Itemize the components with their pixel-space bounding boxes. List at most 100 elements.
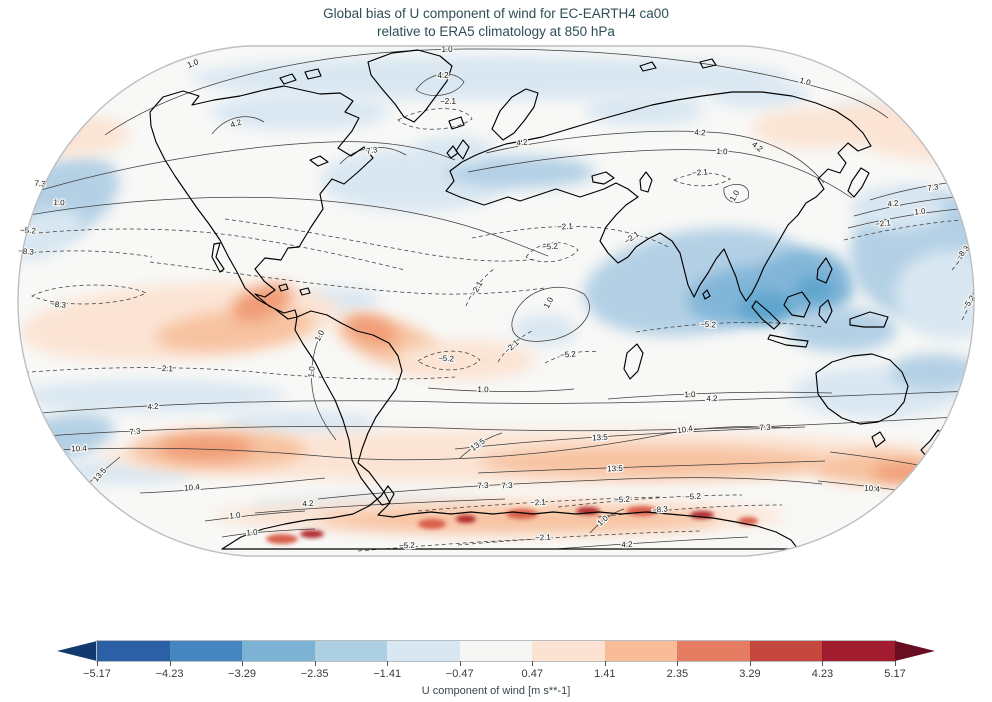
bias-shading-patch xyxy=(456,515,476,523)
contour-line-1 xyxy=(589,508,625,534)
contour-line-7.3 xyxy=(317,477,823,500)
bias-shading-patch xyxy=(787,308,897,352)
contour-label: 1.0 xyxy=(477,385,489,394)
coastline xyxy=(591,171,615,185)
contour-line-4.2 xyxy=(211,116,265,135)
coastline xyxy=(783,291,811,318)
bias-shading-patch xyxy=(18,380,285,412)
contour-label: 7.3 xyxy=(366,145,379,156)
contour-label: 1.0 xyxy=(307,365,317,378)
colorbar-tick-label: 4.23 xyxy=(811,668,834,680)
contour-label: −5.2 xyxy=(685,492,702,502)
bias-shading-patch xyxy=(738,292,794,324)
coastline xyxy=(446,145,459,159)
colorbar-tick-label: 5.17 xyxy=(884,668,906,680)
colorbar-tick-label: −2.35 xyxy=(300,668,329,680)
contour-line-4.2 xyxy=(18,390,974,416)
contour-line-1 xyxy=(607,391,833,400)
contour-line--8.3 xyxy=(18,250,153,258)
contour-line--5.2 xyxy=(18,228,406,271)
contour-label: −8.3 xyxy=(50,299,67,309)
coastline xyxy=(767,334,809,348)
contour-label: 4.2 xyxy=(694,128,706,138)
bias-shading-patch xyxy=(710,82,810,108)
bias-shading-patch xyxy=(220,411,380,437)
colorbar-tick xyxy=(822,661,824,666)
contour-label: 7.3 xyxy=(927,182,940,193)
bias-shading-patch xyxy=(418,519,446,529)
contour-label: −5.2 xyxy=(700,320,717,330)
contour-label: 1.0 xyxy=(53,198,65,208)
bias-shading-patch xyxy=(346,315,398,345)
colorbar-segment-7 xyxy=(604,641,678,661)
contour-label: −5.2 xyxy=(614,495,631,505)
contour-line--2.1 xyxy=(673,172,731,187)
contour-line-1 xyxy=(204,510,306,522)
colorbar-segment-2 xyxy=(242,641,315,661)
colorbar-segment-9 xyxy=(749,641,823,661)
contour-label: −2.1 xyxy=(557,222,574,232)
coastline xyxy=(445,91,872,302)
coastline xyxy=(871,431,886,448)
contour-line-7.3 xyxy=(18,141,456,198)
contour-label: 4.2 xyxy=(437,71,449,80)
coastline xyxy=(278,283,289,292)
bias-shading-patch xyxy=(752,108,872,148)
colorbar-tick xyxy=(749,661,751,666)
contour-label: 4.2 xyxy=(147,402,159,412)
contour-label: 13.5 xyxy=(607,464,623,474)
contour-line-4.2 xyxy=(415,73,465,96)
coastline xyxy=(702,289,711,300)
contour-label: 4.2 xyxy=(302,499,314,509)
coastline xyxy=(847,167,870,198)
contour-line-4.2 xyxy=(485,130,825,184)
colorbar-segment-1 xyxy=(169,641,243,661)
contour-line-4.2 xyxy=(554,536,749,550)
contour-line-7.3 xyxy=(339,147,407,165)
contour-label: 7.3 xyxy=(477,481,489,491)
contour-line-1 xyxy=(511,286,590,342)
contour-label: 1.0 xyxy=(716,147,728,156)
colorbar-tick-label: 0.47 xyxy=(521,668,543,680)
contour-label: 1.0 xyxy=(246,528,258,538)
coastline xyxy=(751,300,781,330)
bias-shading-patch xyxy=(795,277,835,303)
contour-label: 10.4 xyxy=(71,444,87,454)
bias-shading-patch xyxy=(506,509,538,519)
contour-line-10.4 xyxy=(139,477,326,494)
bias-shading-patch xyxy=(445,156,595,188)
colorbar-tick xyxy=(604,661,606,666)
colorbar-segments xyxy=(96,640,896,662)
contour-label: 13.5 xyxy=(592,433,609,443)
colorbar-tick-label: −1.41 xyxy=(373,668,402,680)
contour-line-1 xyxy=(18,196,549,257)
coastline xyxy=(279,73,297,85)
contour-line--8.3 xyxy=(31,284,147,305)
bias-shading-patch xyxy=(210,94,390,130)
coastline xyxy=(815,353,909,425)
bias-shading-patch xyxy=(480,446,830,478)
contour-label: 10.4 xyxy=(676,424,693,436)
contour-label: 7.3 xyxy=(129,427,141,437)
contour-label: 10.4 xyxy=(184,482,201,492)
colorbar: −5.17 −4.23 −3.29 −2.35 −1.41 −0.47 0.47 1.41 2.… xyxy=(57,640,935,699)
colorbar-over-arrow xyxy=(895,641,935,661)
coastline xyxy=(623,343,644,380)
colorbar-segment-3 xyxy=(314,641,388,661)
colorbar-tick xyxy=(895,661,896,666)
colorbar-segment-8 xyxy=(677,641,750,661)
contour-label: 1.0 xyxy=(441,45,453,54)
contour-labels-layer: 1.0 1.0 1.0 4.2 −2.1 4.2 7.3 7.3 1.0 −5.2 −8.3 −8.3… xyxy=(17,44,979,552)
bias-shading-patch xyxy=(850,186,946,230)
contour-line-10.4 xyxy=(18,426,791,461)
contour-label: −5.2 xyxy=(438,354,455,364)
contour-line--5.2 xyxy=(557,494,743,508)
contour-line-13.5 xyxy=(477,460,826,474)
coastline xyxy=(304,68,322,80)
contour-line--2.1 xyxy=(471,226,671,249)
contour-label: −2.1 xyxy=(875,218,892,229)
contour-line-1 xyxy=(467,149,853,199)
coastline xyxy=(816,257,833,284)
contour-line-1 xyxy=(311,329,337,441)
figure-title: Global bias of U component of wind for E… xyxy=(0,5,992,41)
